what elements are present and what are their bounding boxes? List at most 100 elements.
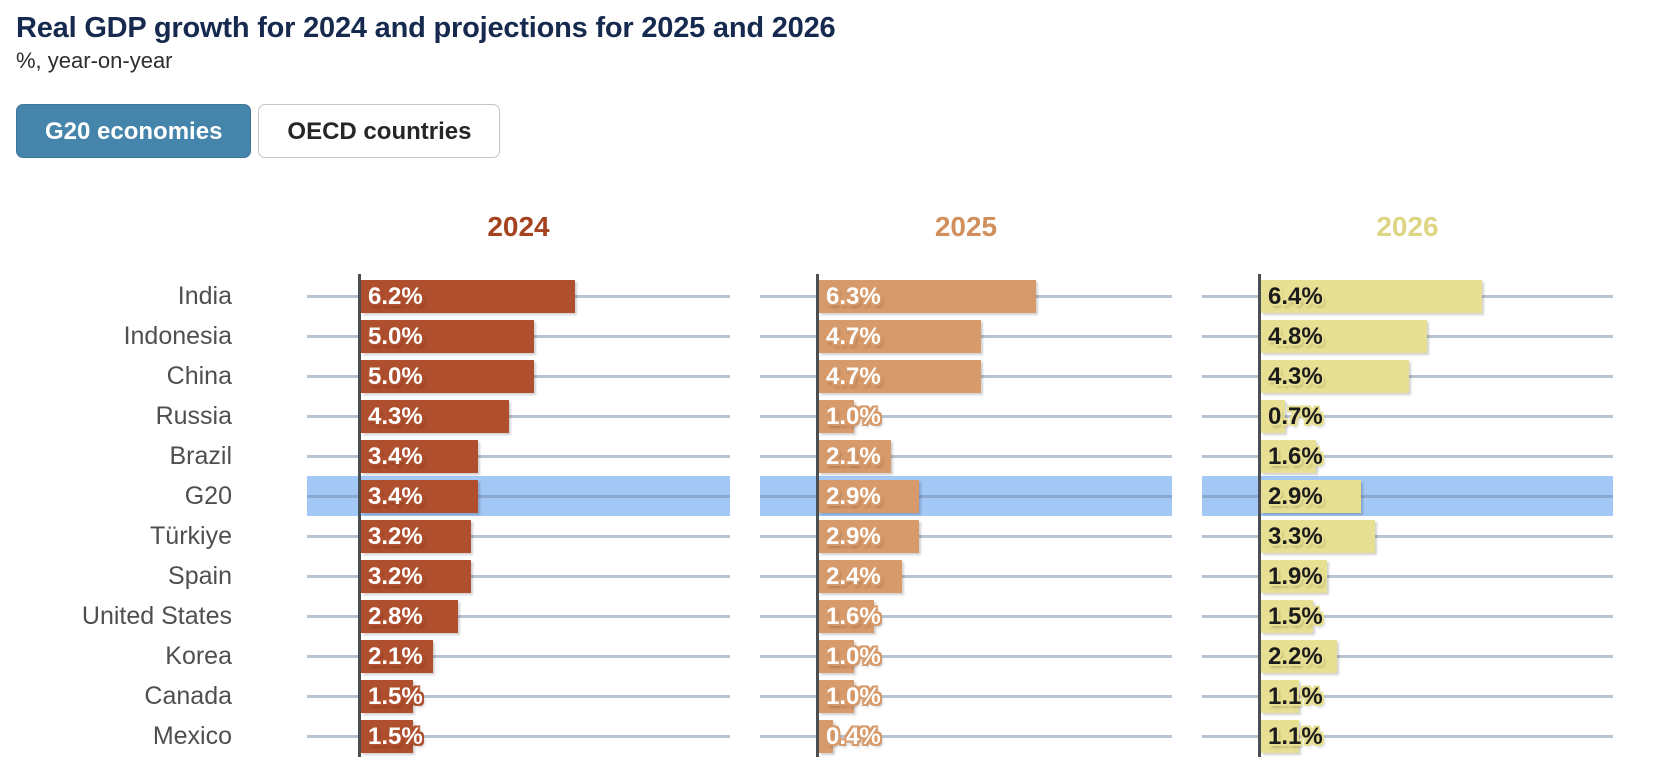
gridline [307, 454, 730, 458]
gridline [307, 614, 730, 618]
gridline [760, 614, 1172, 618]
bar-2024-turkiye[interactable] [361, 519, 472, 553]
value-label-2025-united-states: 1.6% [826, 602, 881, 630]
value-label-2025-indonesia: 4.7% [826, 322, 881, 350]
value-label-2025-korea: 1.0% [826, 642, 881, 670]
bar-2025-indonesia[interactable] [819, 319, 982, 353]
row-label-korea: Korea [165, 642, 232, 670]
axis-line-2025 [816, 274, 819, 757]
bar-2025-canada[interactable] [819, 679, 854, 713]
value-label-2024-russia: 4.3% [368, 402, 423, 430]
bar-2024-spain[interactable] [361, 559, 472, 593]
row-label-g20: G20 [184, 482, 232, 510]
toggle-g20-economies[interactable]: G20 economies [16, 104, 252, 158]
value-label-2026-canada: 1.1% [1268, 682, 1323, 710]
bar-2026-spain[interactable] [1261, 559, 1327, 593]
row-label-spain: Spain [168, 562, 232, 590]
row-label-turkiye: Türkiye [150, 522, 232, 550]
gridline [760, 574, 1172, 578]
bar-2024-united-states[interactable] [361, 599, 458, 633]
value-label-2025-india: 6.3% [826, 282, 881, 310]
gridline [307, 734, 730, 738]
bar-2025-turkiye[interactable] [819, 519, 920, 553]
page-subtitle: %, year-on-year [16, 48, 173, 73]
value-label-2024-mexico: 1.5% [368, 722, 423, 750]
bar-2024-china[interactable] [361, 359, 534, 393]
bar-2025-spain[interactable] [819, 559, 902, 593]
bar-2024-korea[interactable] [361, 639, 434, 673]
bar-2025-india[interactable] [819, 279, 1037, 313]
gridline [1202, 574, 1613, 578]
row-label-brazil: Brazil [169, 442, 232, 470]
bar-2025-brazil[interactable] [819, 439, 892, 473]
row-label-india: India [177, 282, 232, 310]
bar-2025-g20[interactable] [819, 479, 920, 513]
value-label-2025-china: 4.7% [826, 362, 881, 390]
bar-2024-canada[interactable] [361, 679, 413, 713]
bar-2026-turkiye[interactable] [1261, 519, 1375, 553]
value-label-2026-spain: 1.9% [1268, 562, 1323, 590]
value-label-2025-turkiye: 2.9% [826, 522, 881, 550]
row-label-russia: Russia [155, 402, 232, 430]
value-label-2024-turkiye: 3.2% [368, 522, 423, 550]
gridline [307, 574, 730, 578]
value-label-2026-mexico: 1.1% [1268, 722, 1323, 750]
bar-2025-korea[interactable] [819, 639, 854, 673]
toggle-oecd-countries[interactable]: OECD countries [258, 104, 501, 158]
bar-2026-china[interactable] [1261, 359, 1410, 393]
gridline [1202, 534, 1613, 538]
gridline [760, 414, 1172, 418]
gridline [307, 494, 730, 498]
gridline [1202, 614, 1613, 618]
row-label-united-states: United States [81, 602, 232, 630]
value-label-2024-united-states: 2.8% [368, 602, 423, 630]
gridline [307, 534, 730, 538]
value-label-2024-indonesia: 5.0% [368, 322, 423, 350]
value-label-2024-spain: 3.2% [368, 562, 423, 590]
row-label-indonesia: Indonesia [123, 322, 232, 350]
gridline [760, 454, 1172, 458]
gridline [760, 694, 1172, 698]
gridline [1202, 454, 1613, 458]
bar-2024-russia[interactable] [361, 399, 510, 433]
value-label-2026-turkiye: 3.3% [1268, 522, 1323, 550]
value-label-2025-brazil: 2.1% [826, 442, 881, 470]
axis-line-2024 [358, 274, 361, 757]
value-label-2024-canada: 1.5% [368, 682, 423, 710]
value-label-2026-korea: 2.2% [1268, 642, 1323, 670]
row-label-canada: Canada [144, 682, 232, 710]
bar-2026-united-states[interactable] [1261, 599, 1313, 633]
bar-2025-russia[interactable] [819, 399, 854, 433]
gridline [1202, 734, 1613, 738]
bar-2026-indonesia[interactable] [1261, 319, 1427, 353]
gridline [307, 694, 730, 698]
bar-2024-indonesia[interactable] [361, 319, 534, 353]
bar-2026-mexico[interactable] [1261, 719, 1299, 753]
bar-2026-g20[interactable] [1261, 479, 1362, 513]
column-header-2025: 2025 [934, 211, 998, 242]
bar-2026-canada[interactable] [1261, 679, 1299, 713]
dataset-toggle-group: G20 economies OECD countries [16, 104, 501, 158]
bar-2026-india[interactable] [1261, 279, 1482, 313]
bar-2024-mexico[interactable] [361, 719, 413, 753]
value-label-2024-korea: 2.1% [368, 642, 423, 670]
bar-2026-korea[interactable] [1261, 639, 1337, 673]
value-label-2026-brazil: 1.6% [1268, 442, 1323, 470]
bar-2026-brazil[interactable] [1261, 439, 1317, 473]
value-label-2026-china: 4.3% [1268, 362, 1323, 390]
bar-2026-russia[interactable] [1261, 399, 1286, 433]
bar-2025-china[interactable] [819, 359, 982, 393]
gridline [760, 494, 1172, 498]
value-label-2024-g20: 3.4% [368, 482, 423, 510]
value-label-2024-china: 5.0% [368, 362, 423, 390]
column-header-2026: 2026 [1376, 211, 1439, 242]
bar-2024-india[interactable] [361, 279, 575, 313]
bar-2025-mexico[interactable] [819, 719, 833, 753]
bar-2024-g20[interactable] [361, 479, 479, 513]
gridline [1202, 694, 1613, 698]
bar-2025-united-states[interactable] [819, 599, 875, 633]
bar-2024-brazil[interactable] [361, 439, 479, 473]
value-label-2026-united-states: 1.5% [1268, 602, 1323, 630]
